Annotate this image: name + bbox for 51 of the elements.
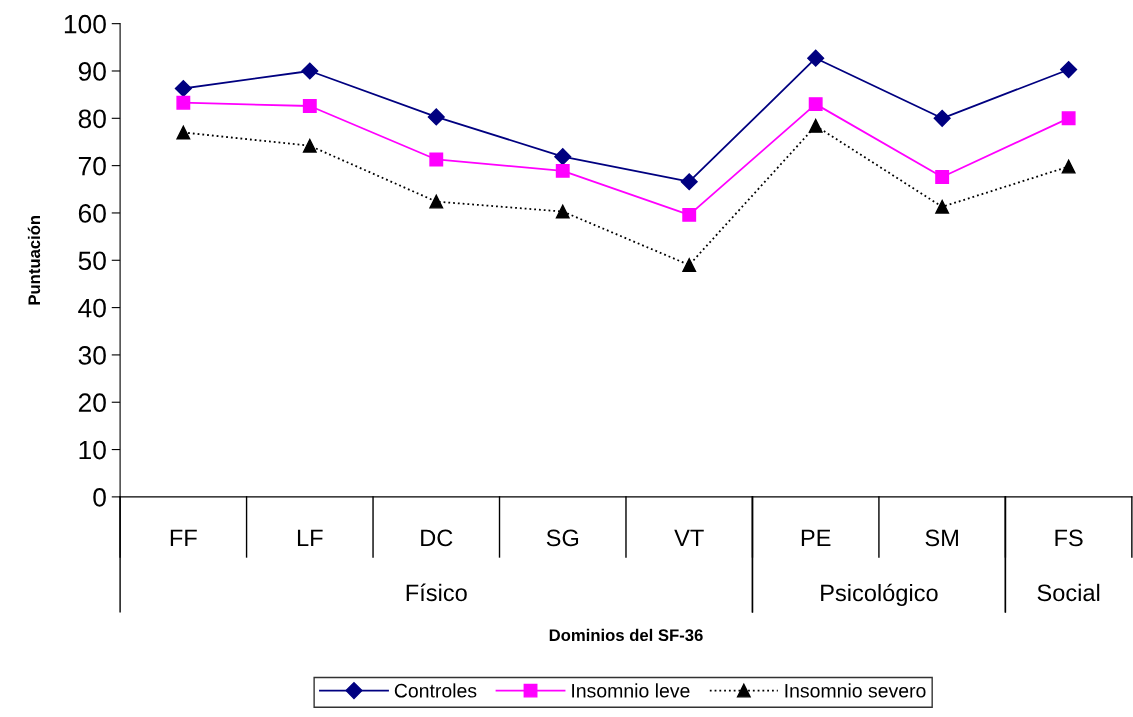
point [302,99,317,113]
x-tick-label: SM [925,529,958,547]
y-tick-label: 10 [79,440,106,460]
point [933,109,951,127]
point [680,173,698,191]
point [935,170,950,184]
point [1061,159,1076,174]
x-tick-label: FS [1055,529,1083,547]
y-tick-label: 70 [78,156,106,176]
legend-label: Controles [394,683,477,698]
point [429,152,444,167]
point [302,138,317,153]
point [682,258,697,272]
x-tick-label: FF [170,529,197,547]
x-tick-label: DC [421,529,453,547]
point [808,97,823,112]
point [682,207,697,222]
point [174,79,192,98]
point [176,95,191,110]
y-tick-label: 90 [78,62,106,81]
point [935,199,950,214]
y-tick-label: 0 [93,488,106,507]
x-tick-label: SG [546,529,579,547]
point [301,62,319,80]
y-axis-title: Puntuación [27,215,41,305]
text: Psicológico [821,583,938,606]
y-tick-label: 60 [78,204,106,223]
y-tick-label: 20 [78,393,106,413]
point [555,204,570,219]
point [807,49,825,67]
x-tick-label: PE [801,529,831,547]
y-tick-label: 80 [78,109,106,129]
point [808,118,823,133]
x-axis-title: Dominios del SF-36 [549,628,703,642]
x-tick-label: LF [297,529,323,547]
point [176,125,191,140]
point [1060,61,1078,79]
text: Físico [406,583,467,602]
legend-label: Insomnio leve [572,683,690,698]
point [429,194,444,209]
point [1061,111,1076,126]
x-tick-label: VT [674,529,704,547]
y-tick-label: 30 [78,346,106,365]
point [555,163,570,178]
y-tick-label: 100 [64,14,106,34]
y-tick-label: 50 [78,251,106,271]
point [427,108,445,126]
point [554,148,572,166]
legend-label: Insomnio severo [785,683,926,698]
text: Social [1037,583,1100,602]
y-tick-label: 40 [78,298,106,318]
